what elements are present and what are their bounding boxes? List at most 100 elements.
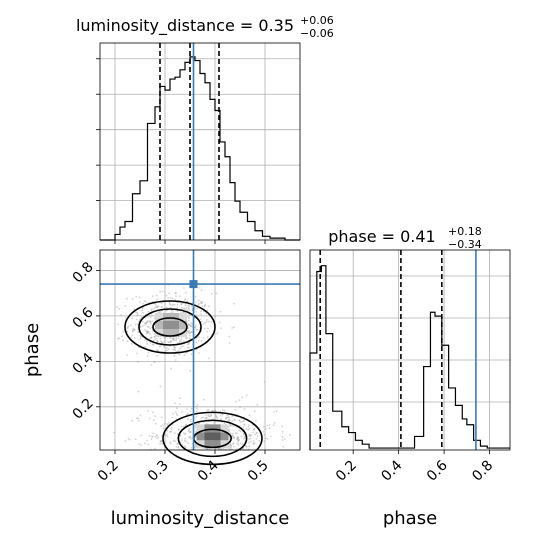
density-sample-point: [184, 432, 187, 435]
density-sample-point: [143, 300, 146, 303]
density-sample-point: [262, 430, 265, 433]
density-sample-point: [164, 434, 167, 437]
density-sample-point: [173, 345, 175, 348]
density-sample-point: [158, 345, 161, 348]
density-sample-point: [168, 336, 171, 339]
density-sample-point: [184, 439, 186, 442]
density-sample-point: [131, 298, 134, 300]
phase-y-tick-label-1: 0.4: [70, 350, 97, 377]
density-sample-point: [263, 440, 266, 443]
density-sample-point: [245, 445, 248, 448]
density-sample-point: [140, 444, 142, 446]
density-sample-point: [186, 300, 189, 303]
density-sample-point: [243, 437, 245, 440]
density-sample-point: [171, 297, 174, 300]
density-sample-point: [173, 338, 175, 341]
density-sample-point: [184, 437, 187, 440]
x-axis-label-phase: phase: [383, 508, 437, 529]
density-sample-point: [176, 442, 179, 445]
density-sample-point: [157, 436, 160, 439]
density-sample-point: [264, 428, 267, 430]
density-sample-point: [147, 331, 150, 334]
x-axis-label-distance: luminosity_distance: [111, 508, 290, 529]
density-sample-point: [233, 418, 236, 421]
density-sample-point: [149, 341, 152, 344]
density-sample-point: [228, 342, 231, 344]
density-sample-point: [139, 318, 142, 321]
density-sample-point: [245, 445, 248, 448]
density-sample-point: [229, 444, 232, 447]
density-sample-point: [206, 330, 208, 333]
density-sample-point: [137, 417, 140, 420]
density-sample-point: [248, 414, 251, 416]
density-sample-point: [122, 330, 125, 333]
density-sample-point: [175, 295, 177, 297]
density-sample-point: [195, 415, 198, 418]
density-sample-point: [206, 416, 208, 419]
density-sample-point: [117, 323, 119, 326]
density-sample-point: [184, 446, 187, 449]
density-sample-point: [144, 322, 146, 325]
density-sample-point: [190, 322, 193, 324]
density-sample-point: [177, 446, 180, 448]
density-sample-point: [159, 442, 161, 445]
phase-histogram-steps: [309, 265, 510, 450]
density-sample-point: [157, 349, 160, 352]
density-sample-point: [147, 310, 150, 313]
density-sample-point: [185, 291, 187, 294]
density-sample-point: [225, 417, 228, 419]
density-sample-point: [160, 302, 163, 305]
density-sample-point: [147, 443, 150, 446]
density-sample-point: [202, 323, 205, 325]
density-sample-point: [181, 439, 183, 441]
density-sample-point: [159, 310, 161, 313]
density-sample-point: [151, 435, 154, 438]
density-sample-point: [187, 319, 190, 322]
density-sample-point: [170, 428, 173, 430]
density-cell: [204, 424, 213, 433]
distance-tick-label-2: 0.4: [195, 457, 222, 484]
density-sample-point: [232, 442, 235, 445]
density-sample-point: [196, 328, 199, 331]
density-sample-point: [194, 424, 197, 427]
density-sample-point: [160, 342, 163, 344]
distance-tick-label-3: 0.5: [245, 458, 272, 485]
density-sample-point: [174, 410, 177, 413]
density-sample-point: [196, 403, 199, 406]
density-sample-point: [238, 429, 241, 432]
density-sample-point: [236, 432, 238, 435]
density-sample-point: [214, 448, 217, 450]
density-sample-point: [147, 315, 150, 317]
density-sample-point: [202, 416, 205, 419]
density-sample-point: [175, 445, 178, 448]
density-sample-point: [218, 321, 221, 324]
density-sample-point: [210, 293, 213, 295]
density-sample-point: [189, 420, 192, 423]
density-sample-point: [194, 295, 197, 298]
density-sample-point: [207, 414, 210, 416]
density-sample-point: [223, 409, 226, 412]
density-sample-point: [282, 445, 285, 448]
density-sample-point: [187, 306, 190, 309]
density-sample-point: [182, 425, 185, 428]
density-sample-point: [253, 410, 256, 413]
density-sample-point: [160, 340, 163, 342]
density-sample-point: [146, 343, 149, 345]
density-sample-point: [206, 448, 209, 450]
phase-hist-frame: [309, 249, 511, 451]
density-sample-point: [200, 310, 202, 313]
density-sample-point: [199, 318, 202, 320]
density-sample-point: [229, 443, 232, 446]
density-cell: [179, 321, 187, 329]
density-sample-point: [187, 342, 190, 345]
density-sample-point: [190, 353, 193, 356]
density-sample-point: [249, 435, 251, 437]
density-sample-point: [133, 328, 136, 331]
density-sample-point: [189, 410, 192, 413]
density-sample-point: [188, 429, 190, 432]
density-sample-point: [169, 431, 172, 433]
density-sample-point: [136, 417, 138, 420]
density-sample-point: [126, 327, 129, 330]
density-sample-point: [248, 445, 251, 447]
density-sample-point: [198, 352, 200, 354]
